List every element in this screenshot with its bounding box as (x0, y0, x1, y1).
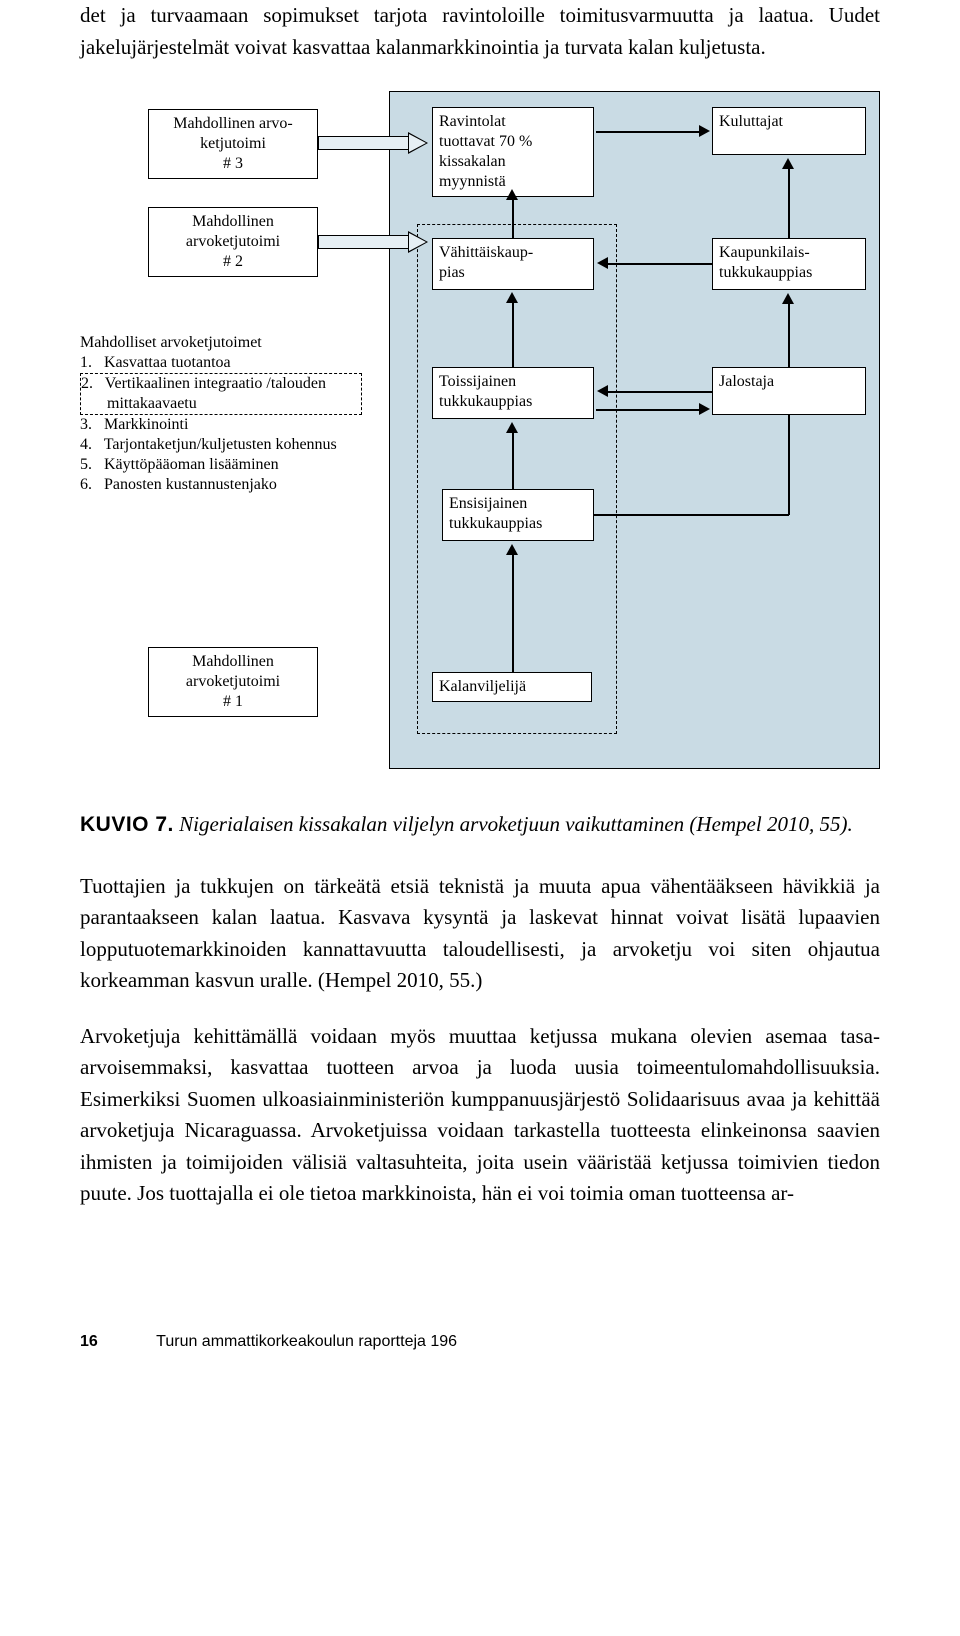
arrow-line (596, 409, 700, 411)
text: Kuluttajat (719, 113, 783, 130)
arrow-line (596, 131, 700, 133)
arrow-line (512, 431, 514, 489)
text: kissakalan (439, 152, 587, 172)
text: Markkinointi (104, 416, 188, 433)
toissijainen-box: Toissijainen tukkukauppias (432, 367, 594, 419)
arrow-up-icon (506, 292, 518, 303)
kaupunkilaistukkukauppias-box: Kaupunkilais- tukkukauppias (712, 238, 866, 290)
text: Tarjontaketjun/kuljetusten kohennus (104, 436, 337, 453)
ravintolat-box: Ravintolat tuottavat 70 % kissakalan myy… (432, 107, 594, 197)
arrow-line (788, 167, 790, 238)
mvc1-box: Mahdollinen arvoketjutoimi # 1 (148, 647, 318, 717)
text: Mahdollinen arvo- (155, 114, 311, 134)
block-arrow-icon (318, 231, 428, 253)
num: 5. (80, 456, 92, 473)
text: Ensisijainen (449, 494, 587, 514)
text: # 2 (155, 252, 311, 272)
arrow-line (788, 415, 790, 515)
text: Kalanviljelijä (439, 678, 526, 695)
list-item: 6. Panosten kustannustenjako (80, 475, 362, 495)
block-arrow-icon (318, 132, 428, 154)
figure-caption: KUVIO 7. Nigerialaisen kissakalan viljel… (80, 809, 880, 841)
arrow-up-icon (782, 158, 794, 169)
text: tuottavat 70 % (439, 132, 587, 152)
body-paragraph: Tuottajien ja tukkujen on tärkeätä etsiä… (80, 871, 880, 997)
text: tukkukauppias (439, 392, 587, 412)
text: Käyttöpääoman lisääminen (104, 456, 279, 473)
text: Vähittäiskaup- (439, 243, 587, 263)
text: Ravintolat (439, 112, 587, 132)
caption-label: KUVIO 7. (80, 813, 174, 836)
arrow-up-icon (506, 189, 518, 200)
text: Mahdollinen (155, 652, 311, 672)
mvc2-box: Mahdollinen arvoketjutoimi # 2 (148, 207, 318, 277)
arrow-up-icon (782, 293, 794, 304)
text: arvoketjutoimi (155, 232, 311, 252)
page-footer: 16 Turun ammattikorkeakoulun raportteja … (80, 1330, 880, 1354)
text: Kaupunkilais- (719, 243, 859, 263)
kalanviljelija-box: Kalanviljelijä (432, 672, 592, 702)
list-title: Mahdolliset arvoketjutoimet (80, 333, 362, 353)
text: Kasvattaa tuotantoa (104, 354, 231, 371)
arrow-line (607, 391, 712, 393)
num: 2. (81, 375, 93, 392)
value-chain-diagram: Mahdollinen arvo- ketjutoimi # 3 Mahdoll… (80, 91, 880, 781)
text: Panosten kustannustenjako (104, 476, 277, 493)
text: pias (439, 263, 587, 283)
text: tukkukauppias (449, 514, 587, 534)
arrow-up-icon (506, 422, 518, 433)
num: 4. (80, 436, 92, 453)
ensisijainen-box: Ensisijainen tukkukauppias (442, 489, 594, 541)
arrow-line (512, 553, 514, 672)
caption-text: Nigerialaisen kissakalan viljelyn arvoke… (179, 812, 853, 836)
arrow-line (607, 263, 712, 265)
list-item: 4. Tarjontaketjun/kuljetusten kohennus (80, 435, 362, 455)
vahittaiskauppias-box: Vähittäiskaup- pias (432, 238, 594, 290)
list-item: 3. Markkinointi (80, 415, 362, 435)
text: Toissijainen (439, 372, 587, 392)
text: arvoketjutoimi (155, 672, 311, 692)
text: Mahdollinen (155, 212, 311, 232)
arrow-line (594, 514, 789, 516)
body-paragraph: Arvoketjuja kehittämällä voidaan myös mu… (80, 1021, 880, 1210)
num: 6. (80, 476, 92, 493)
arrow-left-icon (597, 257, 608, 269)
mvc-actions-list: Mahdolliset arvoketjutoimet 1. Kasvattaa… (80, 333, 362, 495)
arrow-up-icon (506, 544, 518, 555)
text: # 3 (155, 154, 311, 174)
arrow-line (512, 301, 514, 367)
text: # 1 (155, 692, 311, 712)
arrow-right-icon (699, 403, 710, 415)
page-number: 16 (80, 1330, 152, 1354)
series-title: Turun ammattikorkeakoulun raportteja 196 (156, 1333, 457, 1350)
text: Vertikaalinen integraatio /talouden mitt… (105, 375, 326, 412)
arrow-line (788, 302, 790, 367)
num: 1. (80, 354, 92, 371)
list-item-dashed: 2. Vertikaalinen integraatio /talouden m… (80, 373, 362, 415)
list-item: 1. Kasvattaa tuotantoa (80, 353, 362, 373)
arrow-right-icon (699, 125, 710, 137)
kuluttajat-box: Kuluttajat (712, 107, 866, 155)
intro-paragraph: det ja turvaamaan sopimukset tarjota rav… (80, 0, 880, 63)
num: 3. (80, 416, 92, 433)
list-item: 5. Käyttöpääoman lisääminen (80, 455, 362, 475)
jalostaja-box: Jalostaja (712, 367, 866, 415)
text: Jalostaja (719, 373, 774, 390)
arrow-line (512, 198, 514, 238)
text: tukkukauppias (719, 263, 859, 283)
mvc3-box: Mahdollinen arvo- ketjutoimi # 3 (148, 109, 318, 179)
arrow-left-icon (597, 385, 608, 397)
text: ketjutoimi (155, 134, 311, 154)
